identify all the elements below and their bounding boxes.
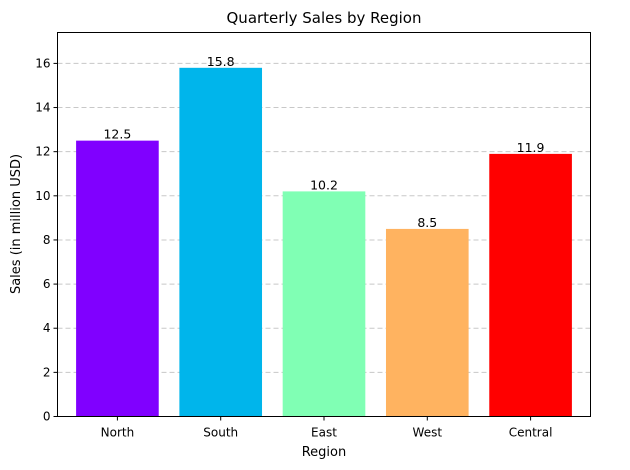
bar-west (385, 228, 469, 417)
x-axis-label: Region (302, 445, 347, 460)
y-axis-ticks: 0 2 4 6 8 10 12 14 16 (35, 56, 58, 424)
data-label-south: 15.8 (207, 54, 235, 69)
bars (76, 67, 572, 417)
x-tick-label: West (413, 426, 443, 440)
bar-central (489, 153, 572, 417)
bar-east (282, 191, 366, 417)
x-tick-label: Central (509, 426, 553, 440)
y-tick-label: 16 (35, 56, 50, 70)
bar-north (76, 140, 159, 417)
data-labels: 12.5 15.8 10.2 8.5 11.9 (103, 54, 544, 230)
data-label-east: 10.2 (310, 177, 338, 192)
y-tick-label: 14 (35, 101, 50, 115)
chart-title: Quarterly Sales by Region (227, 9, 422, 27)
y-tick-label: 4 (43, 321, 51, 335)
y-tick-label: 2 (43, 365, 51, 379)
x-tick-label: North (101, 426, 135, 440)
y-tick-label: 6 (43, 277, 51, 291)
y-axis-label: Sales (in million USD) (9, 154, 24, 294)
x-axis-ticks: North South East West Central (101, 416, 553, 440)
y-tick-label: 8 (43, 233, 51, 247)
bar-south (179, 67, 263, 417)
x-tick-label: East (311, 426, 337, 440)
data-label-central: 11.9 (517, 140, 545, 155)
data-label-west: 8.5 (417, 215, 437, 230)
y-tick-label: 12 (35, 145, 50, 159)
y-tick-label: 0 (43, 410, 51, 424)
y-tick-label: 10 (35, 189, 50, 203)
x-tick-label: South (203, 426, 238, 440)
data-label-north: 12.5 (103, 127, 131, 142)
